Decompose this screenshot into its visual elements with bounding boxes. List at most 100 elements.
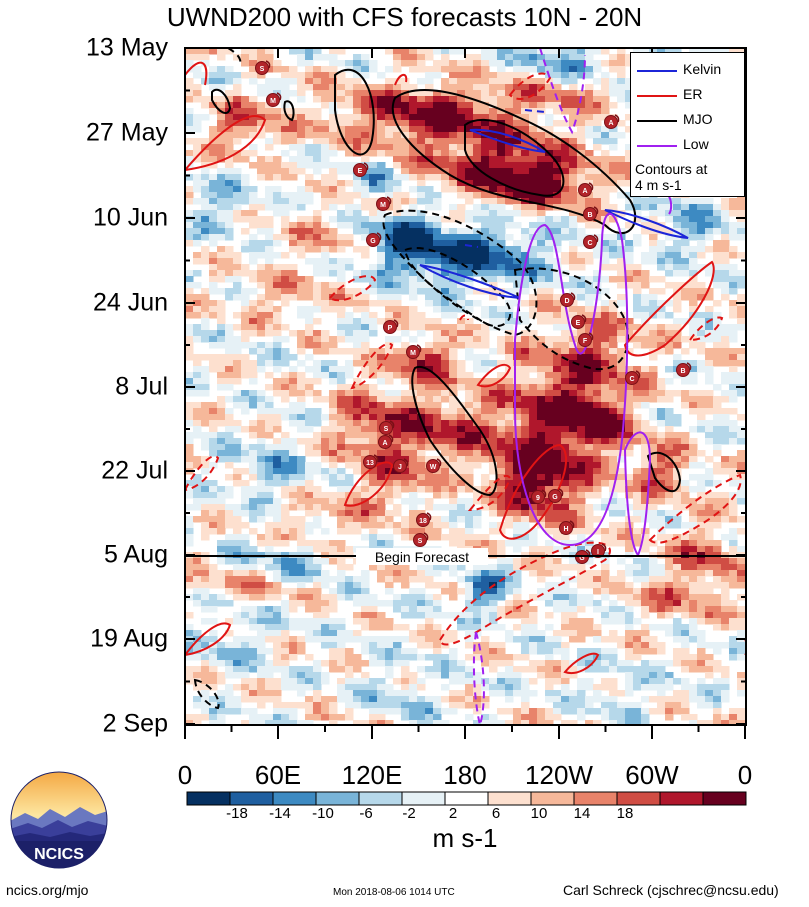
field-cell: [185, 354, 194, 361]
field-cell: [209, 306, 218, 313]
field-cell: [633, 204, 642, 211]
field-cell: [641, 384, 650, 391]
field-cell: [481, 360, 490, 367]
field-cell: [697, 48, 706, 55]
field-cell: [521, 558, 530, 565]
field-cell: [265, 54, 274, 61]
field-cell: [545, 288, 554, 295]
field-cell: [265, 324, 274, 331]
field-cell: [633, 396, 642, 403]
field-cell: [625, 162, 634, 169]
field-cell: [241, 264, 250, 271]
field-cell: [513, 300, 522, 307]
field-cell: [697, 366, 706, 373]
field-cell: [209, 48, 218, 55]
field-cell: [505, 246, 514, 253]
field-cell: [281, 216, 290, 223]
field-cell: [225, 156, 234, 163]
field-cell: [649, 438, 658, 445]
field-cell: [345, 192, 354, 199]
field-cell: [273, 192, 282, 199]
field-cell: [377, 522, 386, 529]
field-cell: [577, 426, 586, 433]
field-cell: [441, 240, 450, 247]
field-cell: [225, 438, 234, 445]
field-cell: [401, 252, 410, 259]
field-cell: [441, 84, 450, 91]
field-cell: [737, 432, 746, 439]
field-cell: [473, 84, 482, 91]
field-cell: [545, 132, 554, 139]
field-cell: [281, 492, 290, 499]
field-cell: [665, 432, 674, 439]
field-cell: [481, 186, 490, 193]
field-cell: [441, 474, 450, 481]
field-cell: [401, 144, 410, 151]
field-cell: [665, 468, 674, 475]
field-cell: [185, 270, 194, 277]
field-cell: [193, 144, 202, 151]
field-cell: [313, 318, 322, 325]
field-cell: [249, 516, 258, 523]
field-cell: [281, 168, 290, 175]
field-cell: [257, 324, 266, 331]
field-cell: [321, 252, 330, 259]
field-cell: [585, 492, 594, 499]
field-cell: [497, 264, 506, 271]
field-cell: [481, 414, 490, 421]
field-cell: [697, 516, 706, 523]
field-cell: [585, 372, 594, 379]
field-cell: [473, 120, 482, 127]
field-cell: [521, 246, 530, 253]
field-cell: [361, 366, 370, 373]
field-cell: [361, 198, 370, 205]
field-cell: [657, 288, 666, 295]
field-cell: [329, 558, 338, 565]
field-cell: [513, 558, 522, 565]
field-cell: [705, 270, 714, 277]
field-cell: [537, 228, 546, 235]
field-cell: [297, 468, 306, 475]
field-cell: [409, 318, 418, 325]
field-cell: [441, 102, 450, 109]
field-cell: [465, 150, 474, 157]
field-cell: [697, 318, 706, 325]
field-cell: [545, 294, 554, 301]
field-cell: [457, 534, 466, 541]
field-cell: [577, 138, 586, 145]
field-cell: [601, 366, 610, 373]
field-cell: [601, 48, 610, 55]
field-cell: [545, 186, 554, 193]
field-cell: [409, 282, 418, 289]
field-cell: [553, 438, 562, 445]
field-cell: [465, 342, 474, 349]
field-cell: [489, 546, 498, 553]
field-cell: [505, 444, 514, 451]
field-cell: [433, 414, 442, 421]
field-cell: [705, 396, 714, 403]
field-cell: [345, 480, 354, 487]
field-cell: [225, 48, 234, 55]
field-cell: [337, 180, 346, 187]
field-cell: [617, 54, 626, 61]
field-cell: [257, 438, 266, 445]
field-cell: [233, 564, 242, 571]
field-cell: [553, 198, 562, 205]
field-cell: [537, 396, 546, 403]
field-cell: [617, 258, 626, 265]
field-cell: [569, 240, 578, 247]
field-cell: [569, 186, 578, 193]
field-cell: [225, 366, 234, 373]
field-cell: [217, 150, 226, 157]
field-cell: [265, 78, 274, 85]
field-cell: [297, 522, 306, 529]
field-cell: [289, 468, 298, 475]
field-cell: [425, 276, 434, 283]
field-cell: [577, 162, 586, 169]
field-cell: [329, 462, 338, 469]
field-cell: [633, 390, 642, 397]
field-cell: [553, 186, 562, 193]
field-cell: [281, 348, 290, 355]
field-cell: [569, 504, 578, 511]
field-cell: [225, 162, 234, 169]
